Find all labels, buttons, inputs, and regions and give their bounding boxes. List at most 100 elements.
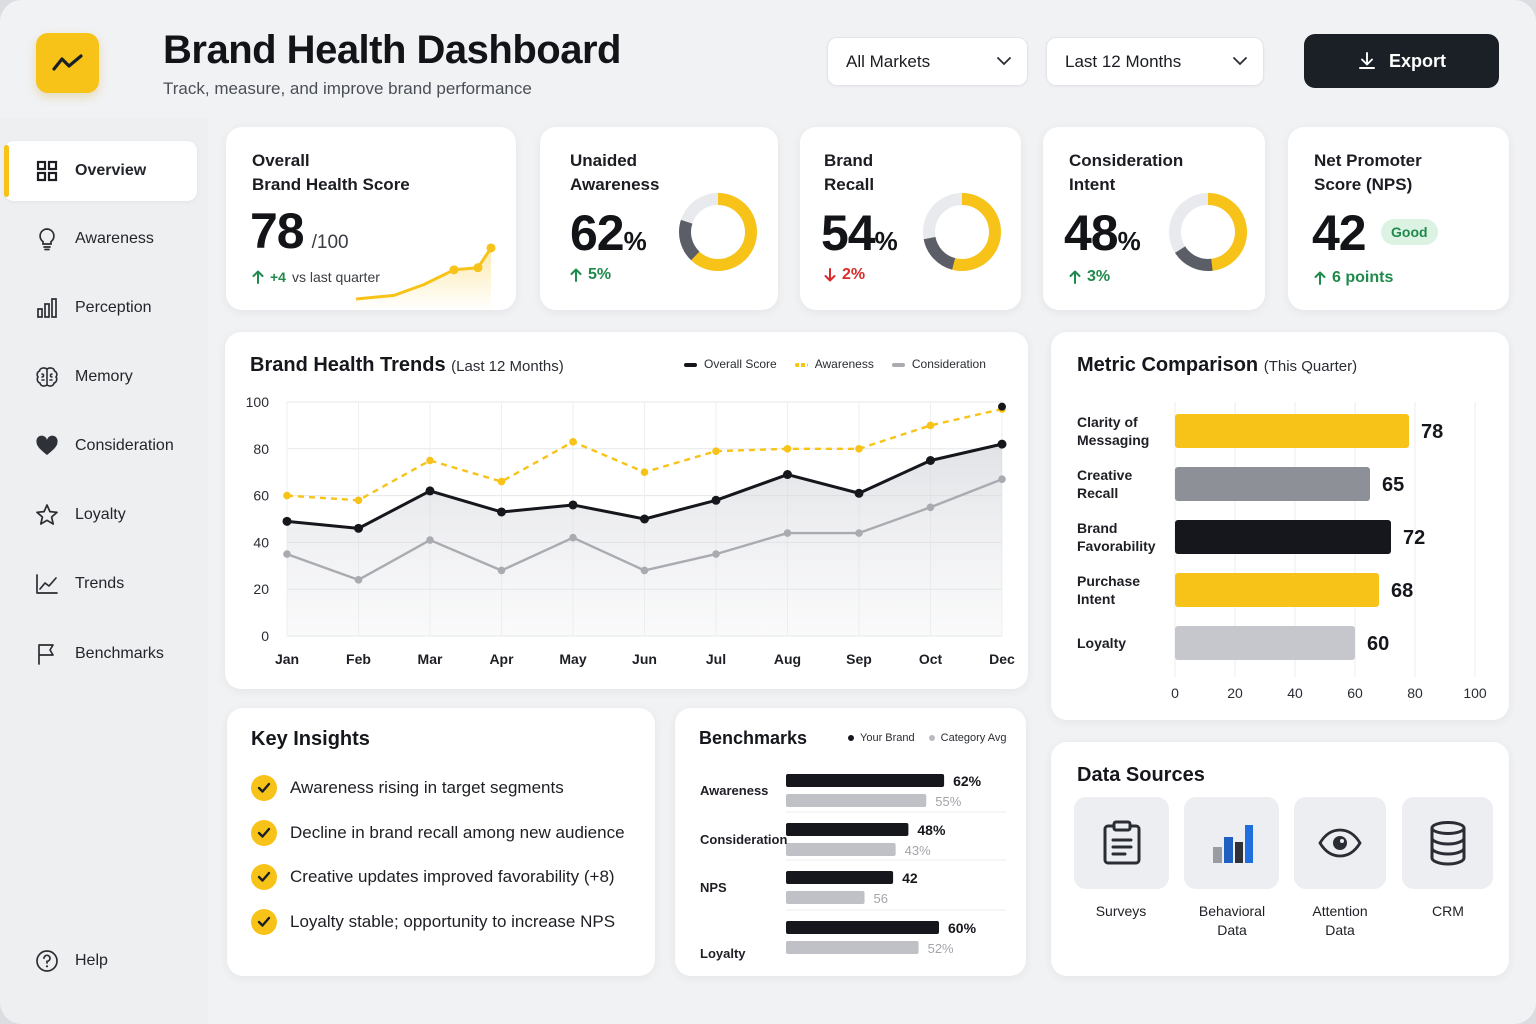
eye-icon [1318,828,1362,858]
x-tick-label: 40 [1287,685,1303,701]
x-tick-label: 100 [1463,685,1487,701]
data-point [426,536,434,544]
sidebar-item-perception[interactable]: Perception [4,278,197,338]
data-point [354,523,363,533]
sidebar-item-label: Benchmarks [75,645,164,662]
export-button[interactable]: Export [1304,34,1499,88]
market-select-value: All Markets [846,51,931,71]
sidebar-item-loyalty[interactable]: Loyalty [4,485,197,545]
benchmark-category-label: Awareness [700,783,768,798]
category-label: Purchase [1077,573,1140,589]
market-select[interactable]: All Markets [827,37,1028,86]
source-tile-surveys[interactable] [1074,797,1169,889]
data-point [997,439,1007,449]
ring-value [679,193,757,271]
brand-bar [786,823,909,836]
source-tile-attention[interactable] [1294,797,1386,889]
check-icon [251,909,277,935]
y-tick-label: 100 [246,394,270,410]
star-icon [35,503,59,527]
sidebar-item-label: Memory [75,368,133,385]
flag-icon [35,642,59,666]
bar [1175,626,1355,660]
insight-item: Creative updates improved favorability (… [251,864,615,890]
data-point [425,486,435,496]
app-logo[interactable] [36,33,99,93]
data-point [568,500,578,510]
category-label: Brand [1077,520,1117,536]
sidebar-item-overview[interactable]: Overview [4,141,197,201]
kpi-card-nps[interactable]: Net Promoter Score (NPS) 42 Good 6 points [1288,127,1509,310]
data-point [497,477,506,486]
source-tile-crm[interactable] [1402,797,1493,889]
sidebar-item-benchmarks[interactable]: Benchmarks [4,624,197,684]
data-point [712,447,720,455]
metric-bar-chart: 0 20 40 60 80 100 78 Clarity of Messaging 65 Creat… [1077,402,1487,701]
data-point [497,566,506,575]
y-tick-label: 80 [253,441,269,457]
arrow-up-icon [570,268,582,282]
trends-title: Brand Health Trends (Last 12 Months) [250,354,564,376]
clipboard-icon [1103,820,1140,865]
sidebar-item-consideration[interactable]: Consideration [4,416,197,476]
data-point [640,468,649,476]
bar-value-label: 78 [1421,421,1443,443]
arrow-up-icon [1069,270,1081,284]
avg-bar [786,794,927,807]
sidebar-item-label: Overview [75,162,147,179]
kpi-card-recall[interactable]: Brand Recall 54% 2% [800,127,1021,310]
insight-item: Decline in brand recall among new audien… [251,820,625,846]
source-tile-behavioral[interactable] [1184,797,1279,889]
x-tick-label: 0 [1171,685,1179,701]
help-button[interactable]: Help [4,931,197,991]
trends-line-chart: 0 20 40 60 80 100 Jan Feb Mar Apr May Jun Jul Aug Sep O… [246,394,1015,667]
x-tick-label: Aug [774,651,801,667]
source-label: Behavioral Data [1198,903,1266,938]
kpi-delta: 2% [824,266,865,284]
data-point [998,475,1006,484]
database-icon [1430,821,1465,866]
legend-item-consideration: Consideration [891,357,986,371]
trends-legend: Overall Score Awareness Consideration [684,357,986,371]
sidebar-item-trends[interactable]: Trends [4,554,197,614]
x-tick-label: Jan [275,651,299,667]
bar-value-label: 60 [1367,633,1389,655]
page-title: Brand Health Dashboard [163,28,621,72]
avg-value-label: 56 [874,891,888,906]
x-tick-label: Feb [346,651,371,667]
check-icon [251,864,277,890]
brand-bar [786,774,945,787]
kpi-value: 62% [570,205,647,261]
kpi-card-consideration[interactable]: Consideration Intent 48% 3% [1043,127,1265,310]
source-label: CRM [1432,903,1464,919]
legend-item-category-avg: Category Avg [928,732,1006,744]
bar [1175,414,1409,448]
benchmark-category-label: Loyalty [700,946,746,961]
x-tick-label: Apr [489,651,514,667]
sidebar-item-memory[interactable]: Memory [4,347,197,407]
bar [1175,520,1391,554]
check-icon [251,775,277,801]
x-tick-label: Mar [418,651,443,667]
chevron-down-icon [997,57,1011,66]
chevron-down-icon [1233,57,1247,66]
bar [1175,467,1370,501]
brand-value-label: 62% [953,773,982,789]
sidebar-item-awareness[interactable]: Awareness [4,209,197,269]
benchmarks-card: Benchmarks Your Brand Category Avg 62% 55… [675,708,1026,976]
data-point [282,516,292,526]
sparkline-point [449,265,459,275]
x-tick-label: Jun [632,651,657,667]
kpi-card-awareness[interactable]: Unaided Awareness 62% 5% [540,127,778,310]
grid-icon [35,159,59,183]
sidebar-item-label: Consideration [75,437,174,454]
data-point [855,529,863,537]
export-label: Export [1388,50,1446,71]
kpi-value: 78/100 [250,203,349,259]
donut-ring [679,193,757,271]
kpi-card-overall[interactable]: Overall Brand Health Score 78/100 +4 vs l… [226,127,516,310]
bar-chart-icon [1212,825,1253,863]
sparkline-area [356,248,491,310]
x-tick-label: Jul [706,651,726,667]
period-select[interactable]: Last 12 Months [1046,37,1264,86]
